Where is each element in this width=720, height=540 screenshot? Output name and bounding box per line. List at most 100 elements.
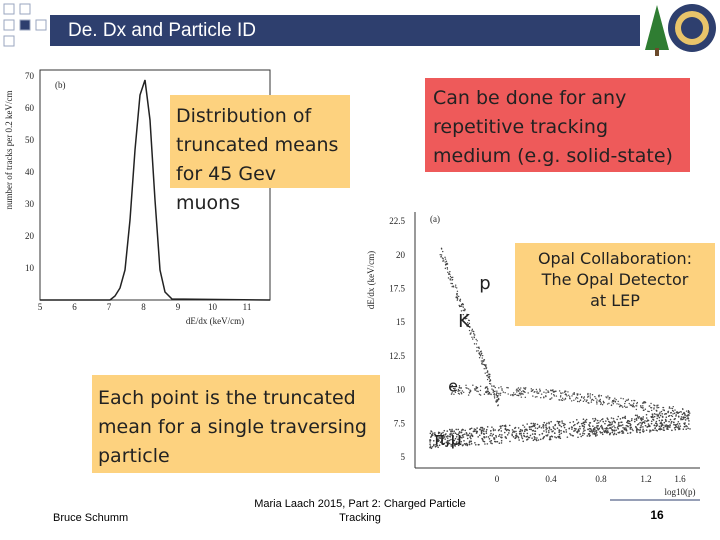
dot: [594, 417, 597, 420]
dot: [491, 435, 493, 437]
dot: [448, 442, 451, 445]
dot: [672, 413, 674, 415]
y-tick-label: 12.5: [389, 351, 405, 361]
dot: [482, 361, 484, 363]
dot: [563, 391, 566, 393]
dot: [689, 428, 691, 430]
dot: [542, 423, 545, 426]
dot: [654, 422, 657, 424]
dot: [680, 411, 682, 413]
dot: [674, 424, 677, 426]
dot: [605, 428, 608, 430]
dot: [449, 434, 452, 436]
dot: [445, 441, 448, 444]
dot: [530, 422, 533, 425]
dot: [457, 390, 460, 392]
dot: [652, 418, 654, 421]
dot: [484, 387, 487, 389]
dot: [604, 429, 607, 432]
dot: [606, 403, 609, 405]
dot: [663, 421, 666, 424]
dot: [440, 254, 443, 256]
dot: [481, 357, 483, 359]
dot: [545, 392, 547, 394]
dot: [450, 282, 452, 285]
dot: [457, 433, 460, 436]
x-tick-label: 8: [141, 302, 146, 312]
y-tick-label: 20: [396, 250, 406, 260]
dot: [588, 424, 590, 426]
dot: [632, 429, 634, 432]
dot: [613, 433, 615, 436]
dot: [476, 390, 478, 392]
dot: [671, 415, 674, 418]
dot: [467, 394, 470, 396]
dot: [587, 392, 589, 395]
dot: [604, 422, 606, 425]
dot: [684, 414, 687, 416]
dot: [490, 393, 492, 395]
dot: [469, 428, 472, 430]
dot: [580, 422, 583, 425]
dot: [511, 429, 514, 431]
dot: [629, 422, 631, 425]
dot: [487, 436, 490, 438]
dot: [466, 322, 469, 324]
dot: [442, 260, 445, 262]
dot: [444, 438, 447, 440]
dot: [629, 432, 632, 434]
dot: [573, 399, 575, 402]
dot: [591, 394, 594, 396]
dot: [656, 404, 658, 407]
dot: [640, 424, 642, 427]
dot: [465, 431, 468, 434]
dot: [479, 351, 482, 353]
dot: [458, 436, 461, 439]
dot: [586, 435, 589, 437]
dot: [568, 427, 570, 430]
dot: [630, 404, 633, 406]
dot: [460, 431, 462, 434]
y-tick-label: 7.5: [394, 418, 406, 428]
dot: [619, 418, 622, 420]
dot: [532, 395, 534, 397]
dot: [592, 430, 595, 432]
dot: [624, 402, 626, 405]
dot: [511, 434, 514, 437]
dot: [450, 393, 453, 395]
dot: [453, 393, 455, 396]
dot: [639, 431, 641, 434]
dot: [564, 397, 567, 400]
dot: [503, 431, 506, 434]
dot: [674, 409, 676, 411]
dot: [576, 400, 579, 403]
dot: [655, 410, 658, 412]
dot: [508, 424, 511, 427]
dot: [495, 436, 498, 438]
dot: [563, 422, 565, 425]
dot: [531, 390, 534, 392]
dot: [650, 402, 652, 405]
dot: [583, 426, 586, 428]
dot: [550, 428, 553, 431]
dot: [630, 426, 633, 429]
dot: [447, 441, 449, 443]
dot: [480, 426, 482, 429]
dot: [551, 389, 553, 392]
dot: [468, 440, 471, 442]
dot: [562, 392, 564, 394]
dot: [461, 390, 464, 392]
dot: [627, 420, 630, 422]
dot: [668, 406, 671, 408]
dot: [525, 436, 528, 438]
x-tick-label: 0.8: [595, 474, 607, 484]
dot: [577, 421, 580, 424]
dot: [565, 431, 568, 433]
dot: [595, 397, 597, 400]
dot: [480, 429, 483, 432]
dot: [577, 430, 580, 432]
dot: [596, 403, 598, 405]
dot: [620, 424, 622, 427]
dot: [667, 410, 670, 412]
dot: [650, 422, 653, 425]
